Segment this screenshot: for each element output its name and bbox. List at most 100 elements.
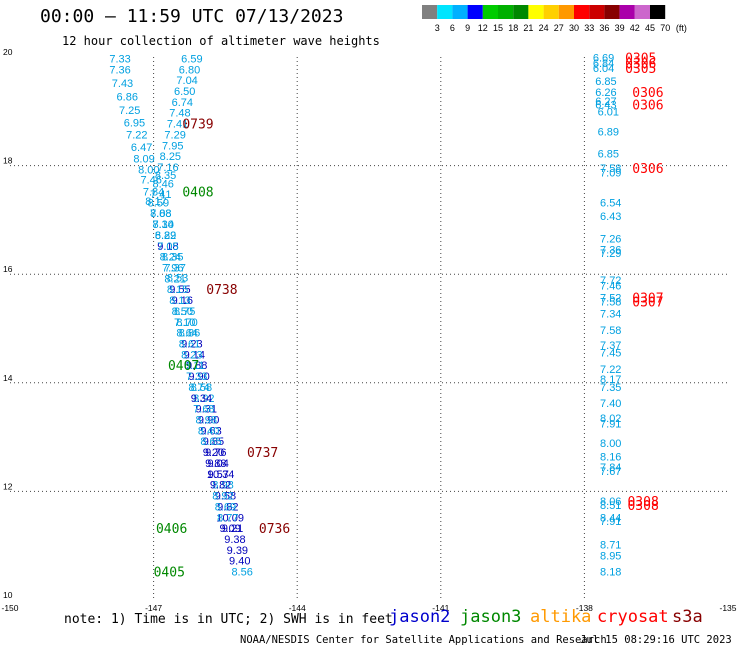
wave-height-value: 7.09 <box>600 167 621 179</box>
wave-height-value: 7.16 <box>157 162 178 174</box>
scale-swatch <box>574 5 590 19</box>
scale-swatch <box>589 5 605 19</box>
wave-height-value: 8.56 <box>231 567 252 579</box>
satellite-label-s3a: s3a <box>672 607 703 627</box>
wave-height-value: 9.57 <box>208 469 229 481</box>
axis-ticks: -150 -147 -144 -141 -138 -135 10 12 14 16 18 20 <box>1 47 736 613</box>
y-tick-label: 14 <box>3 373 13 383</box>
x-tick-label: -150 <box>1 603 18 613</box>
x-tick-label: -135 <box>719 603 736 613</box>
wave-height-value: 7.52 <box>600 292 621 304</box>
wave-height-value: 8.65 <box>200 436 221 448</box>
scale-label: 27 <box>554 23 564 33</box>
time-label: 0306 <box>632 86 663 101</box>
wave-height-value: 7.22 <box>126 129 147 141</box>
wave-height-value: 7.96 <box>162 262 183 274</box>
wave-height-value: 7.10 <box>174 317 195 329</box>
wave-height-value: 8.58 <box>191 382 212 394</box>
wave-height-value: 9.34 <box>191 393 212 405</box>
generated-date: Jul 15 08:29:16 UTC 2023 <box>580 634 732 646</box>
wave-height-value: 9.31 <box>196 404 217 416</box>
y-tick-label: 18 <box>3 156 13 166</box>
wave-height-value: 8.86 <box>179 328 200 340</box>
wave-height-value: 6.85 <box>598 148 619 160</box>
wave-height-value: 7.25 <box>119 105 140 117</box>
wave-height-value: 7.37 <box>600 340 621 352</box>
time-label: 0407 <box>168 359 199 374</box>
wave-height-value: 6.01 <box>598 107 619 119</box>
wave-height-value: 7.46 <box>140 175 161 187</box>
wave-height-value: 7.26 <box>600 234 621 246</box>
page-title: 00:00 – 11:59 UTC 07/13/2023 <box>40 6 344 27</box>
wave-height-value: 7.29 <box>600 248 621 260</box>
scale-label: 42 <box>630 23 640 33</box>
x-tick-label: -138 <box>576 603 593 613</box>
time-label: 0736 <box>259 522 290 537</box>
wave-height-value: 9.16 <box>172 295 193 307</box>
satellite-label-cryosat: cryosat <box>597 607 669 627</box>
satellite-label-altika: altika <box>530 607 592 627</box>
wave-height-value: 8.92 <box>212 491 233 503</box>
wave-height-value: 8.95 <box>600 550 621 562</box>
credit-text: NOAA/NESDIS Center for Satellite Applica… <box>240 634 607 646</box>
wave-height-value: 6.69 <box>593 52 614 64</box>
wave-height-value: 7.04 <box>176 75 197 87</box>
time-label: 0406 <box>156 522 187 537</box>
scale-label: 18 <box>508 23 518 33</box>
time-label: 0305 <box>625 51 656 66</box>
footer-note: note: 1) Time is in UTC; 2) SWH is in fe… <box>64 612 393 627</box>
wave-height-value: 6.80 <box>179 64 200 76</box>
wave-height-value: 8.18 <box>600 567 621 579</box>
scale-swatch <box>619 5 635 19</box>
scale-label: 24 <box>539 23 549 33</box>
wave-height-value: 7.84 <box>600 462 621 474</box>
wave-height-value: 8.08 <box>150 208 171 220</box>
wave-height-value: 9.40 <box>229 556 250 568</box>
scale-swatch <box>437 5 453 19</box>
wave-height-value: 7.45 <box>600 348 621 360</box>
x-tick-label: -141 <box>432 603 449 613</box>
scale-label: 39 <box>615 23 625 33</box>
wave-height-value: 9.55 <box>169 284 190 296</box>
wave-height-value: 8.02 <box>600 413 621 425</box>
wave-height-value: 6.26 <box>595 87 616 99</box>
wave-height-value: 9.88 <box>186 360 207 372</box>
wave-height-value: 9.76 <box>205 447 226 459</box>
wave-height-value: 9.23 <box>181 339 202 351</box>
wave-height-value: 9.09 <box>219 523 240 535</box>
wave-height-value: 7.36 <box>109 64 130 76</box>
scale-swatch <box>513 5 529 19</box>
scale-label: 30 <box>569 23 579 33</box>
wave-height-value: 7.22 <box>600 364 621 376</box>
time-label: 0308 <box>627 499 658 514</box>
wave-height-value: 8.71 <box>600 539 621 551</box>
wave-height-value: 9.04 <box>208 458 229 470</box>
time-label: 0405 <box>154 566 185 581</box>
wave-height-value: 8.24 <box>160 252 181 264</box>
scale-swatch <box>604 5 620 19</box>
wave-height-value: 8.50 <box>172 306 193 318</box>
wave-height-value: 8.53 <box>167 272 188 284</box>
wave-height-value: 7.58 <box>600 325 621 337</box>
wave-height-value: 8.40 <box>198 425 219 437</box>
wave-height-value: 6.85 <box>595 76 616 88</box>
wave-height-value: 7.35 <box>600 382 621 394</box>
wave-height-value: 7.40 <box>600 398 621 410</box>
wave-height-value: 8.00 <box>600 438 621 450</box>
wave-height-value: 8.25 <box>160 151 181 163</box>
scale-label: 21 <box>523 23 533 33</box>
wave-height-value: 9.82 <box>217 501 238 513</box>
time-label: 0308 <box>627 495 658 510</box>
scale-swatch <box>482 5 498 19</box>
wave-height-value: 9.90 <box>198 415 219 427</box>
wave-height-value: 6.27 <box>595 96 616 108</box>
scale-swatch <box>422 5 438 19</box>
wave-height-value: 8.70 <box>176 317 197 329</box>
wave-height-value: 7.33 <box>186 371 207 383</box>
wave-height-value: 8.09 <box>133 153 154 165</box>
page-subtitle: 12 hour collection of altimeter wave hei… <box>62 34 380 48</box>
wave-height-value: 8.64 <box>176 328 197 340</box>
wave-height-value: 8.15 <box>167 284 188 296</box>
y-tick-label: 10 <box>3 590 13 600</box>
